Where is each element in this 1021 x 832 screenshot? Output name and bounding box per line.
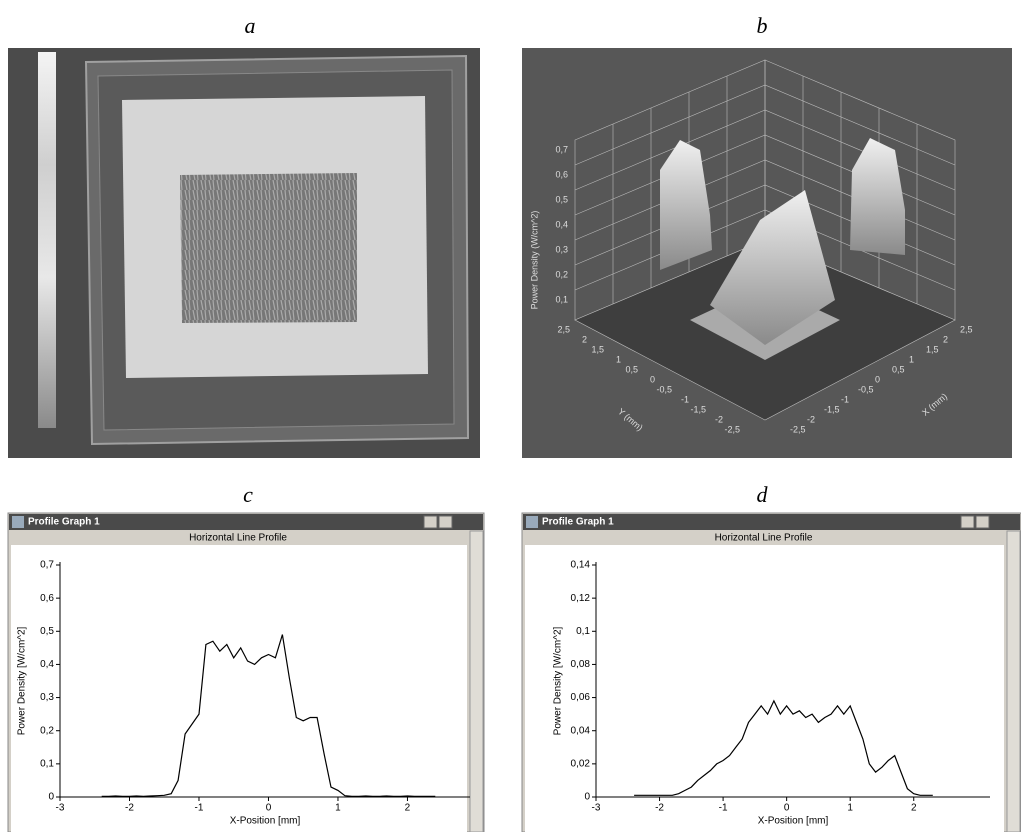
y-tick-label: -2	[715, 414, 723, 424]
y-tick-label: -2,5	[724, 424, 740, 434]
x-axis-title: X-Position [mm]	[230, 816, 301, 827]
x-tick-label: 1	[847, 803, 853, 814]
x-tick-label: -1,5	[824, 404, 840, 414]
y-tick-label: 0,5	[40, 626, 54, 637]
y-tick-label: 0,14	[571, 560, 591, 571]
y-tick-label: 0,08	[571, 659, 591, 670]
scrollbar	[469, 530, 484, 832]
plot-background	[11, 545, 467, 832]
y-tick-label: -1	[681, 394, 689, 404]
chart-title: Horizontal Line Profile	[715, 533, 813, 544]
x-tick-label: -1	[841, 394, 849, 404]
x-tick-label: -1	[195, 803, 204, 814]
y-tick-label: 0,4	[40, 659, 54, 670]
x-tick-label: -3	[56, 803, 65, 814]
x-tick-label: -1	[719, 803, 728, 814]
x-tick-label: 0,5	[892, 364, 905, 374]
z-tick-label: 0,2	[555, 269, 568, 279]
y-tick-label: 1	[616, 354, 621, 364]
window-button[interactable]	[438, 515, 453, 529]
panel-label: a	[245, 13, 256, 38]
window-icon	[526, 516, 538, 528]
y-tick-label: 0,6	[40, 593, 54, 604]
profile-line	[101, 634, 436, 797]
window-title: Profile Graph 1	[542, 517, 614, 528]
x-tick-label: 0	[784, 803, 790, 814]
y-tick-label: -0,5	[656, 384, 672, 394]
y-tick-label: 0,02	[571, 758, 591, 769]
plot-background	[525, 545, 1004, 832]
window-button[interactable]	[960, 515, 975, 529]
y-tick-label: 2	[582, 334, 587, 344]
x-tick-label: 1	[335, 803, 341, 814]
panel-label: d	[757, 482, 769, 507]
x-tick-label: -3	[592, 803, 601, 814]
x-tick-label: -2	[807, 414, 815, 424]
z-tick-label: 0,1	[555, 294, 568, 304]
x-tick-label: 2	[405, 803, 411, 814]
x-tick-label: 1,5	[926, 344, 939, 354]
profile-line	[634, 699, 933, 796]
x-tick-label: 2,5	[960, 324, 973, 334]
x-tick-label: 2	[911, 803, 917, 814]
window-icon	[12, 516, 24, 528]
panel-label: c	[243, 482, 253, 507]
x-tick-label: 2	[943, 334, 948, 344]
y-tick-label: 0,7	[40, 560, 54, 571]
chart-title: Horizontal Line Profile	[189, 533, 287, 544]
y-tick-label: 0,3	[40, 692, 54, 703]
x-tick-label: -2	[125, 803, 134, 814]
y-axis-title: Power Density [W/cm^2]	[553, 626, 564, 735]
window-title: Profile Graph 1	[28, 517, 100, 528]
y-tick-label: 0,1	[576, 626, 590, 637]
y-tick-label: 0	[48, 792, 54, 803]
z-tick-label: 0,4	[555, 219, 568, 229]
y-tick-label: -1,5	[690, 404, 706, 414]
x-tick-label: -2,5	[790, 424, 806, 434]
z-tick-label: 0,5	[555, 194, 568, 204]
scrollbar	[1006, 530, 1021, 832]
title-bar	[9, 514, 483, 530]
y-tick-label: 0,06	[571, 692, 591, 703]
y-tick-label: 1,5	[591, 344, 604, 354]
y-tick-label: 0,1	[40, 758, 54, 769]
x-tick-label: -2	[655, 803, 664, 814]
window-button[interactable]	[975, 515, 990, 529]
x-tick-label: 0	[875, 374, 880, 384]
photo	[8, 48, 480, 458]
axis-title: Power Density (W/cm^2)	[529, 211, 539, 310]
y-tick-label: 0	[650, 374, 655, 384]
y-tick-label: 2,5	[557, 324, 570, 334]
z-tick-label: 0,7	[555, 144, 568, 154]
y-tick-label: 0,2	[40, 725, 54, 736]
y-tick-label: 0,5	[625, 364, 638, 374]
y-tick-label: 0,04	[571, 725, 591, 736]
y-tick-label: 0	[584, 792, 590, 803]
z-tick-label: 0,3	[555, 244, 568, 254]
y-axis-title: Power Density [W/cm^2]	[17, 626, 28, 735]
x-tick-label: 0	[266, 803, 272, 814]
x-tick-label: -0,5	[858, 384, 874, 394]
title-bar	[523, 514, 1020, 530]
panel-label: b	[757, 13, 768, 38]
x-axis-title: X-Position [mm]	[758, 816, 829, 827]
surface-plot: Power Density (W/cm^2) Y (mm) X (mm) 0,1…	[522, 48, 1012, 458]
z-tick-label: 0,6	[555, 169, 568, 179]
x-tick-label: 1	[909, 354, 914, 364]
y-tick-label: 0,12	[571, 593, 591, 604]
window-button[interactable]	[423, 515, 438, 529]
